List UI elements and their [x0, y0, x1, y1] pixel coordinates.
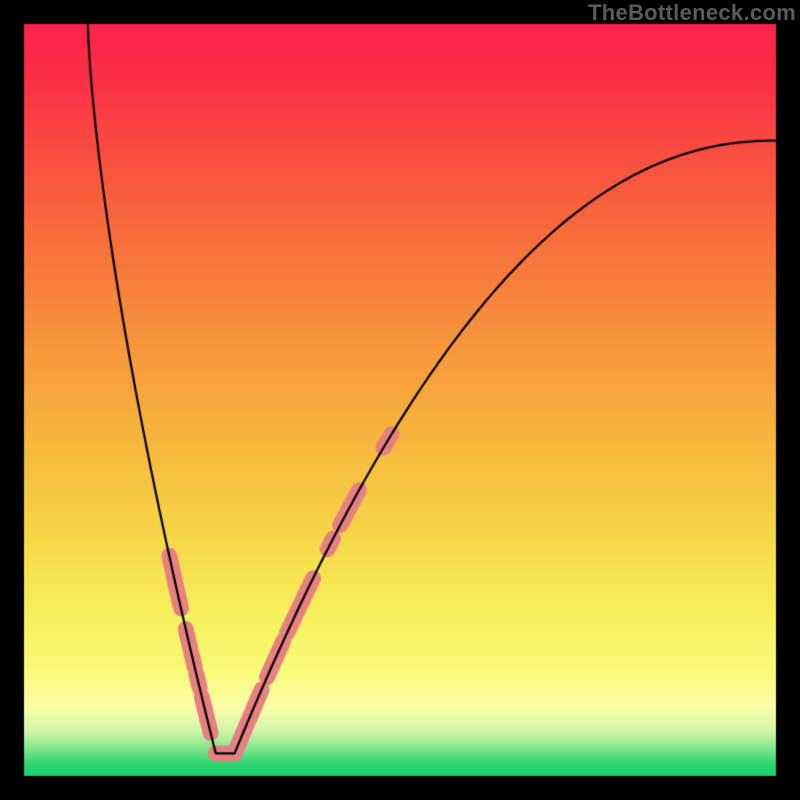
bottleneck-chart-canvas	[0, 0, 800, 800]
chart-container: TheBottleneck.com	[0, 0, 800, 800]
watermark-text: TheBottleneck.com	[588, 0, 796, 26]
